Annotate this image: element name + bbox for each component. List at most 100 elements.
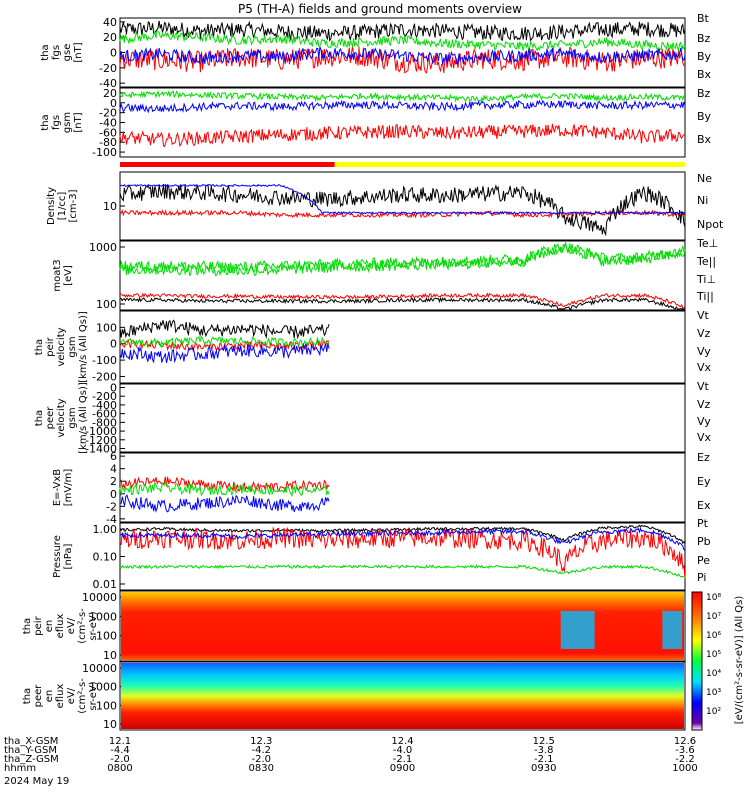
ytick-label: -600 — [92, 408, 117, 421]
series-fgs_gsm-Bz — [119, 123, 686, 148]
plot-title: P5 (TH-A) fields and ground moments over… — [238, 2, 522, 16]
ylabel-line: velocity — [56, 398, 67, 437]
ytick-label: 40 — [103, 16, 117, 29]
legend-pressure-Pe: Pe — [697, 554, 710, 567]
ylabel-line: eV/ — [66, 617, 77, 634]
panel-frame-peir_velocity — [119, 310, 686, 384]
xaxis-tick-value: 1000 — [672, 763, 697, 774]
ytick-label: 0 — [110, 97, 117, 110]
ytick-label: -1400 — [85, 443, 117, 456]
series-pressure-Pb — [119, 526, 686, 579]
ytick-label: 10000 — [82, 591, 117, 604]
ytick-label: -400 — [92, 399, 117, 412]
legend-efield-Ex: Ex — [697, 499, 711, 512]
ytick-label: -1200 — [85, 434, 117, 447]
ytick-label: 4 — [110, 463, 117, 476]
xaxis-tick-value: -3.8 — [534, 745, 554, 756]
colorbar-tick: 10³ — [706, 688, 721, 698]
colorbar-tick: 10⁵ — [706, 650, 721, 660]
ylabel-line: tha — [40, 114, 51, 130]
ytick-label: 1000 — [89, 681, 117, 694]
xaxis-date: 2024 May 19 — [4, 776, 69, 787]
ylabel-line: Density — [46, 187, 57, 225]
series-temperature-Te|| — [119, 296, 685, 310]
ytick-label: -100 — [92, 354, 117, 367]
xaxis-tick-value: -2.0 — [110, 754, 130, 765]
legend-fgs_gse-By: By — [697, 50, 712, 63]
ylabel-line: gsm — [62, 112, 73, 133]
legend-peir_velocity-Vy: Vy — [697, 345, 711, 358]
ylabel-line: tha — [22, 618, 33, 634]
legend-temperature-Te⊥: Te⊥ — [696, 237, 718, 250]
ytick-label: 1000 — [89, 241, 117, 254]
series-peir_velocity-Vt — [119, 319, 330, 340]
legend-pressure-Pi: Pi — [697, 571, 706, 584]
series-fgs_gsm-Bx — [119, 99, 686, 114]
xaxis-tick-value: 12.6 — [674, 736, 696, 747]
ylabel-line: [mV/m] — [63, 469, 74, 507]
ytick-label: -4 — [106, 513, 117, 526]
ylabel-line: velocity — [56, 327, 67, 366]
ytick-label: -800 — [92, 416, 117, 429]
series-temperature-Ti⊥ — [119, 242, 686, 274]
series-pressure-Pt — [119, 524, 686, 545]
ytick-label: 1000 — [89, 610, 117, 623]
panel-frame-peer_velocity — [119, 383, 686, 453]
ylabel-line: tha — [34, 410, 45, 426]
series-pressure-Pi — [119, 526, 685, 551]
legend-efield-Ey: Ey — [697, 475, 711, 488]
colorbar-tick: 10⁸ — [706, 593, 721, 603]
xaxis-tick-value: -4.2 — [251, 745, 271, 756]
ylabel-line: en — [44, 620, 55, 633]
ytick-label: 1.00 — [93, 523, 118, 536]
legend-peer_velocity-Vt: Vt — [697, 380, 710, 393]
ylabel-line: [km/s (All Qs)] — [78, 311, 89, 383]
panel-frame-peer_eflux — [119, 661, 686, 731]
mode-bar-yellow — [334, 162, 685, 167]
ytick-label: 20 — [103, 87, 117, 100]
ytick-label: 100 — [96, 699, 117, 712]
ion-spectrogram-feature — [560, 611, 595, 649]
series-temperature-Te⊥ — [120, 292, 686, 309]
series-pressure-Pe — [119, 564, 686, 578]
colorbar-tick: 10⁶ — [706, 631, 721, 641]
legend-density-Ne: Ne — [697, 172, 712, 185]
ytick-label: -100 — [92, 146, 117, 159]
ylabel-line: gse — [62, 44, 73, 62]
xaxis-tick-value: 0930 — [531, 763, 556, 774]
xaxis-row-label: hhmm — [4, 763, 36, 774]
xaxis-tick-value: 12.1 — [109, 736, 131, 747]
ylabel-line: moat3 — [52, 259, 63, 291]
colorbar-label: [eV/(cm²-s-sr-eV)] (All Qs) — [734, 596, 745, 725]
xaxis-tick-value: 0800 — [107, 763, 132, 774]
xaxis-row-label: tha_Y-GSM — [4, 745, 57, 756]
series-peir_velocity-Vx — [119, 342, 330, 364]
series-efield-Ex — [120, 494, 330, 513]
series-fgs_gse-By — [119, 30, 686, 53]
ylabel-line: [cm-3] — [68, 189, 79, 222]
xaxis-tick-value: -4.0 — [393, 745, 413, 756]
xaxis-tick-value: -2.2 — [675, 754, 695, 765]
ytick-label: -60 — [99, 126, 117, 139]
ytick-label: 20 — [103, 31, 117, 44]
legend-peir_velocity-Vt: Vt — [697, 309, 710, 322]
ylabel-line: sr-eV) — [88, 681, 99, 710]
series-fgs_gse-Bt — [119, 20, 686, 42]
xaxis-row-label: tha_X-GSM — [4, 736, 58, 747]
ylabel-line: [nT] — [73, 112, 84, 132]
ytick-label: 10000 — [82, 662, 117, 675]
legend-fgs_gsm-By: By — [697, 110, 712, 123]
ylabel-line: Pressure — [52, 535, 63, 578]
series-density-Npot — [119, 183, 686, 215]
electron-spectrogram — [121, 663, 684, 729]
xaxis-row-label: tha_Z-GSM — [4, 754, 59, 765]
ytick-label: -40 — [99, 117, 117, 130]
ytick-label: 0.01 — [93, 578, 118, 591]
ylabel-line: en — [44, 690, 55, 703]
ytick-label: 0.10 — [93, 551, 118, 564]
ylabel-line: gsm — [67, 407, 78, 428]
xaxis-tick-value: 0830 — [249, 763, 274, 774]
ylabel-line: (cm²-s- — [77, 678, 88, 714]
